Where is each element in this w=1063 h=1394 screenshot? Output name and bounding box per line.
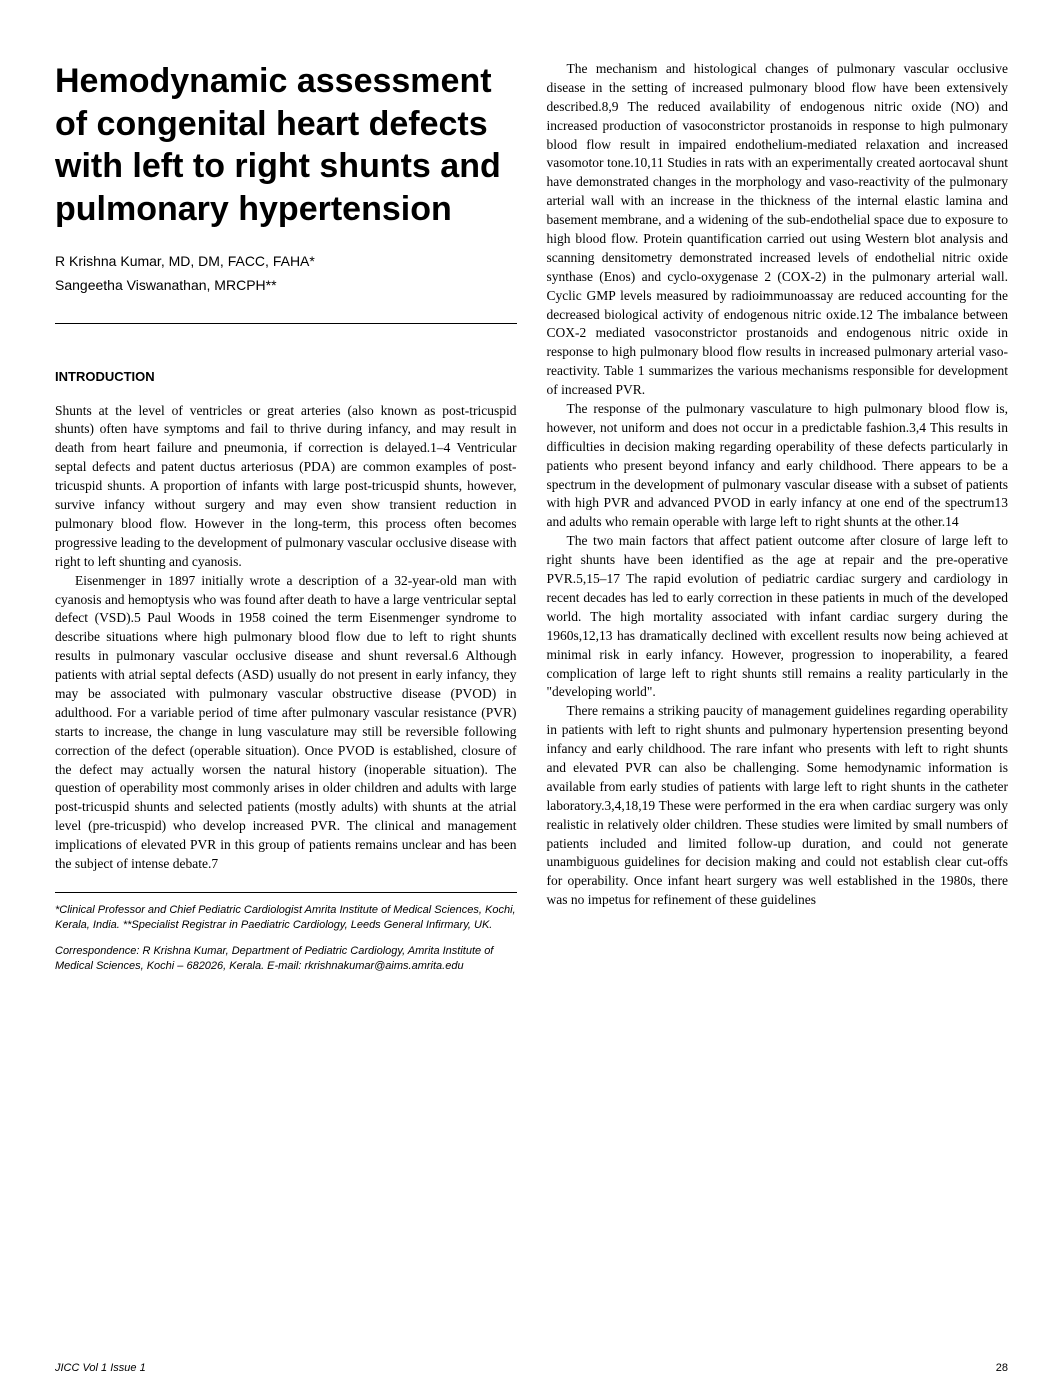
footnote-affiliation: *Clinical Professor and Chief Pediatric …: [55, 903, 517, 934]
footnote-divider: [55, 892, 517, 893]
author-1: R Krishna Kumar, MD, DM, FACC, FAHA*: [55, 250, 517, 274]
authors-block: R Krishna Kumar, MD, DM, FACC, FAHA* San…: [55, 250, 517, 298]
right-body-text: The mechanism and histological changes o…: [547, 60, 1009, 910]
journal-name: JICC Vol 1 Issue 1: [55, 1362, 146, 1374]
left-column: Hemodynamic assessment of congenital hea…: [55, 60, 517, 1324]
page-footer: JICC Vol 1 Issue 1 28: [55, 1362, 1008, 1374]
left-body-text: Shunts at the level of ventricles or gre…: [55, 402, 517, 874]
page-container: Hemodynamic assessment of congenital hea…: [55, 60, 1008, 1324]
section-heading-introduction: INTRODUCTION: [55, 369, 517, 384]
article-title: Hemodynamic assessment of congenital hea…: [55, 60, 517, 230]
right-para-2: The response of the pulmonary vasculatur…: [547, 400, 1009, 532]
title-divider: [55, 323, 517, 324]
left-para-1: Shunts at the level of ventricles or gre…: [55, 402, 517, 572]
page-number: 28: [996, 1362, 1008, 1374]
footnote-correspondence: Correspondence: R Krishna Kumar, Departm…: [55, 944, 517, 975]
left-para-2: Eisenmenger in 1897 initially wrote a de…: [55, 572, 517, 874]
right-para-4: There remains a striking paucity of mana…: [547, 702, 1009, 910]
author-2: Sangeetha Viswanathan, MRCPH**: [55, 274, 517, 298]
right-column: The mechanism and histological changes o…: [547, 60, 1009, 1324]
right-para-3: The two main factors that affect patient…: [547, 532, 1009, 702]
right-para-1: The mechanism and histological changes o…: [547, 60, 1009, 400]
